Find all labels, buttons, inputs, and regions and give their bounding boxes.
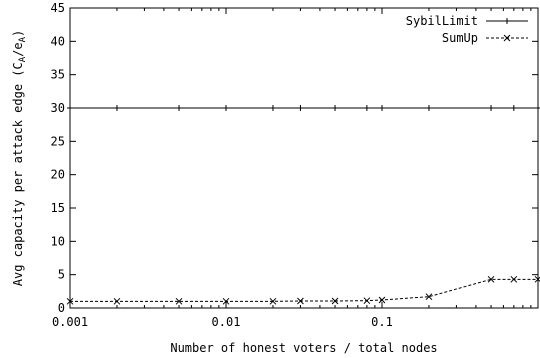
y-tick-label: 35 bbox=[51, 68, 65, 82]
data-point-sybillimit bbox=[510, 105, 517, 111]
data-point-sumup bbox=[534, 275, 540, 283]
legend-marker-d2 bbox=[503, 34, 511, 42]
y-axis-title-subscript-1: A bbox=[18, 56, 28, 62]
data-point-sybillimit bbox=[488, 105, 495, 111]
legend-label-sumup: SumUp bbox=[442, 31, 478, 45]
marker-d2 bbox=[378, 296, 386, 304]
marker-d2 bbox=[222, 297, 230, 305]
y-tick-label: 25 bbox=[51, 134, 65, 148]
marker-d2 bbox=[425, 293, 433, 301]
y-tick-label: 15 bbox=[51, 201, 65, 215]
data-point-sybillimit bbox=[332, 105, 339, 111]
data-point-sumup bbox=[175, 297, 183, 305]
axis-ticks: 0 5 10 15 20 25 30 35 40 45 0.001 0.01 0.1 bbox=[51, 1, 538, 329]
data-point-sybillimit bbox=[425, 105, 432, 111]
data-point-sybillimit bbox=[535, 105, 540, 111]
marker-d2 bbox=[487, 275, 495, 283]
x-tick-label: 0.1 bbox=[371, 315, 393, 329]
marker-d2 bbox=[331, 297, 339, 305]
data-point-sumup bbox=[510, 275, 518, 283]
y-axis-title-middle: /e bbox=[11, 42, 25, 56]
y-tick-label: 30 bbox=[51, 101, 65, 115]
data-point-sybillimit bbox=[113, 105, 120, 111]
y-tick-label: 45 bbox=[51, 1, 65, 15]
data-point-sumup bbox=[297, 297, 304, 305]
data-point-sumup bbox=[487, 275, 495, 283]
marker-d2 bbox=[66, 297, 74, 305]
marker-d2 bbox=[175, 297, 183, 305]
data-point-sybillimit bbox=[67, 105, 73, 111]
marker-d2 bbox=[534, 276, 540, 283]
legend-entry-sybillimit: SybilLimit bbox=[406, 14, 528, 28]
marker-d2 bbox=[113, 297, 121, 305]
data-point-sumup bbox=[66, 297, 74, 305]
legend-label-sybillimit: SybilLimit bbox=[406, 14, 478, 28]
series-line-sumup bbox=[70, 278, 538, 302]
series-sumup bbox=[66, 275, 540, 305]
marker-d2 bbox=[297, 297, 304, 305]
x-tick-label: 0.01 bbox=[212, 315, 241, 329]
y-tick-label: 0 bbox=[58, 301, 65, 315]
marker-d2 bbox=[510, 275, 518, 283]
y-tick-label: 10 bbox=[51, 234, 65, 248]
data-point-sybillimit bbox=[176, 105, 183, 111]
data-point-sybillimit bbox=[269, 105, 276, 111]
y-axis-title: Avg capacity per attack edge (CA/eA) bbox=[11, 30, 28, 287]
data-point-sybillimit bbox=[297, 105, 304, 111]
data-point-sumup bbox=[331, 297, 339, 305]
data-point-sumup bbox=[269, 297, 277, 305]
y-tick-label: 20 bbox=[51, 168, 65, 182]
data-point-sybillimit bbox=[223, 105, 229, 111]
data-point-sumup bbox=[222, 297, 230, 305]
x-axis-title: Number of honest voters / total nodes bbox=[170, 341, 437, 355]
data-point-sumup bbox=[425, 293, 433, 301]
y-axis-title-subscript-2: A bbox=[18, 36, 28, 42]
series-layer bbox=[66, 105, 540, 305]
y-axis-title-end: ) bbox=[11, 30, 25, 37]
y-tick-label: 40 bbox=[51, 34, 65, 48]
y-axis-title-main: Avg capacity per attack edge (C bbox=[11, 62, 25, 286]
x-tick-label: 0.001 bbox=[52, 315, 88, 329]
data-point-sumup bbox=[363, 297, 371, 305]
data-point-sybillimit bbox=[379, 105, 385, 111]
series-sybillimit bbox=[67, 105, 540, 111]
marker-d2 bbox=[269, 297, 277, 305]
plot-area-frame bbox=[69, 7, 539, 309]
data-point-sumup bbox=[113, 297, 121, 305]
legend: SybilLimit SumUp bbox=[406, 14, 528, 45]
marker-d2 bbox=[363, 297, 371, 305]
y-tick-label: 5 bbox=[58, 268, 65, 282]
data-point-sybillimit bbox=[363, 105, 370, 111]
data-point-sumup bbox=[378, 296, 386, 304]
legend-entry-sumup: SumUp bbox=[442, 31, 528, 45]
